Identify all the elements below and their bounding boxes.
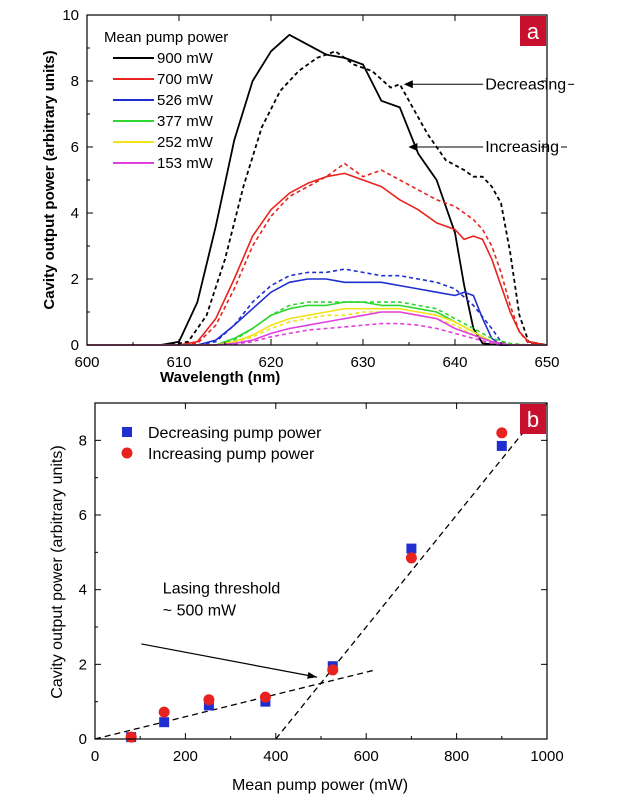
chart-b-point-increasing — [496, 427, 508, 439]
chart-b-fit-line — [275, 402, 548, 740]
chart-a-y-tick-label: 8 — [71, 73, 79, 90]
chart-b-x-tick-label: 600 — [354, 748, 379, 765]
chart-a-legend-label: 526 mW — [157, 92, 214, 109]
chart-a-legend-label: 700 mW — [157, 71, 214, 88]
chart-a-y-axis-title: Cavity output power (arbitrary units) — [41, 50, 58, 309]
chart-a-x-tick-label: 640 — [442, 354, 467, 371]
chart-b-annotation-label: Lasing threshold — [163, 580, 280, 597]
chart-b-legend-swatch — [121, 447, 133, 459]
chart-b-legend: Decreasing pump power Increasing pump pow… — [121, 425, 322, 463]
chart-b-point-increasing — [327, 664, 339, 676]
chart-a-panel-label: a — [527, 19, 540, 44]
chart-a-x-axis-title: Wavelength (nm) — [160, 369, 280, 386]
chart-a-series-1-solid-line — [87, 172, 548, 346]
chart-b-point-increasing — [125, 731, 137, 743]
chart-a-series-2-dashed-line — [87, 268, 547, 346]
chart-a-legend-label: 252 mW — [157, 134, 214, 151]
chart-b-annotation-arrowhead — [307, 672, 317, 679]
chart-a-x-tick-label: 630 — [350, 354, 375, 371]
chart-a-legend-label: 377 mW — [157, 113, 214, 130]
chart-b-y-tick-label: 4 — [79, 582, 87, 599]
chart-b-legend-swatch — [122, 427, 132, 437]
chart-b-annotation: Lasing threshold ~ 500 mW — [141, 580, 318, 679]
chart-a-x-tick-label: 600 — [74, 354, 99, 371]
chart-a-annotation-arrowhead — [408, 143, 418, 151]
chart-b-point-increasing — [405, 552, 417, 564]
chart-a-legend-title: Mean pump power — [104, 29, 228, 46]
chart-b-y-tick-label: 8 — [79, 432, 87, 449]
chart-a-x-tick-label: 620 — [258, 354, 283, 371]
chart-b-panel-badge — [520, 404, 546, 434]
chart-b-point-decreasing — [496, 440, 507, 451]
chart-a-series-2-solid-line — [87, 278, 547, 346]
chart-a-series-0-dashed-line — [87, 50, 548, 346]
chart-b-legend-label: Increasing pump power — [148, 446, 315, 463]
chart-a-x-tick-label: 610 — [166, 354, 191, 371]
chart-b-annotation-arrow — [141, 643, 318, 678]
chart-a-series-3-dashed-line — [87, 301, 547, 346]
chart-b-point-increasing — [203, 694, 215, 706]
chart-a-legend-label: 900 mW — [157, 50, 214, 67]
chart-b-annotation-label: ~ 500 mW — [163, 602, 237, 619]
chart-a-x-tick-label: 650 — [534, 354, 559, 371]
chart-a-annotations: Decreasing Increasing — [403, 76, 575, 156]
chart-a-y-tick-label: 6 — [71, 139, 79, 156]
chart-a-legend: 900 mW 700 mW 526 mW 377 mW 252 mW 153 mW — [113, 50, 214, 172]
chart-b-y-tick-label: 6 — [79, 507, 87, 524]
chart-a-y-tick-label: 4 — [71, 205, 79, 222]
chart-b-y-axis-title: Cavity output power (arbitrary units) — [49, 445, 66, 698]
chart-panel-a: 600 610 620 630 640 650 0 2 4 6 8 10 a Wavelength (… — [41, 7, 575, 386]
chart-b-ticks: 0 200 400 600 800 1000 0 2 4 6 8 — [79, 403, 564, 765]
chart-a-series-1-dashed-line — [87, 162, 548, 346]
chart-panel-b: 0 200 400 600 800 1000 0 2 4 6 8 b Mean pump power… — [49, 402, 564, 794]
chart-b-point-decreasing — [406, 543, 417, 554]
chart-b-y-tick-label: 0 — [79, 731, 87, 748]
chart-a-series-5-solid-line — [87, 311, 547, 346]
chart-b-point-decreasing — [159, 717, 170, 728]
chart-a-ticks: 600 610 620 630 640 650 0 2 4 6 8 10 — [62, 7, 559, 371]
chart-b-x-tick-label: 1000 — [530, 748, 563, 765]
chart-b-fit-lines — [94, 402, 548, 740]
chart-a-y-tick-label: 0 — [71, 337, 79, 354]
chart-a-series-0-solid-line — [87, 33, 547, 346]
chart-b-points — [125, 427, 508, 743]
chart-a-annotation-arrowhead — [403, 80, 413, 89]
chart-b-x-tick-label: 400 — [263, 748, 288, 765]
chart-a-series-4-dashed-line — [87, 311, 547, 346]
chart-b-point-increasing — [158, 706, 170, 718]
chart-a-panel-badge — [520, 16, 546, 46]
chart-b-panel-label: b — [527, 407, 539, 432]
chart-b-x-tick-label: 0 — [91, 748, 99, 765]
chart-a-y-tick-label: 2 — [71, 271, 79, 288]
chart-b-y-tick-label: 2 — [79, 656, 87, 673]
chart-a-legend-label: 153 mW — [157, 155, 214, 172]
chart-a-annotation-label: Increasing — [485, 139, 559, 156]
chart-a-y-tick-label: 10 — [62, 7, 79, 24]
chart-a-series-group — [87, 33, 548, 346]
chart-b-fit-line — [94, 669, 376, 740]
chart-b-point-decreasing — [203, 700, 214, 711]
chart-b-x-tick-label: 200 — [173, 748, 198, 765]
chart-a-annotation-label: Decreasing — [485, 76, 566, 93]
chart-b-x-tick-label: 800 — [444, 748, 469, 765]
chart-b-legend-label: Decreasing pump power — [148, 425, 322, 442]
chart-b-x-axis-title: Mean pump power (mW) — [232, 777, 408, 794]
chart-b-point-increasing — [259, 691, 271, 703]
